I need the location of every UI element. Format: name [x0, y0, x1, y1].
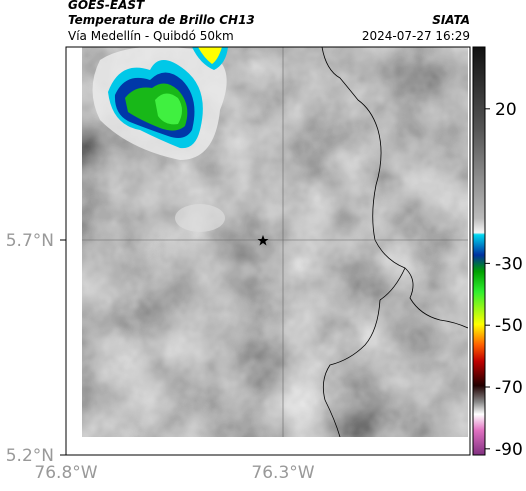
satellite: GOES-EAST [68, 0, 145, 12]
y-tick-label: 5.2°N [6, 446, 54, 466]
x-tick-label: 76.8°W [34, 463, 97, 483]
datetime: 2024-07-27 16:29 [362, 29, 470, 43]
colorbar-tick-label: 20 [495, 100, 517, 120]
map-frame [65, 46, 471, 456]
colorbar-tick-label: -90 [495, 440, 523, 460]
colorbar-tick-label: -30 [495, 254, 523, 274]
colorbar-tick-label: -70 [495, 378, 523, 398]
location: Vía Medellín - Quibdó 50km [68, 29, 234, 43]
x-tick-label: 76.3°W [251, 463, 314, 483]
source: SIATA [432, 13, 470, 27]
y-tick-label: 5.7°N [6, 231, 54, 251]
product: Temperatura de Brillo CH13 [68, 13, 255, 27]
colorbar-tick-label: -50 [495, 316, 523, 336]
satellite-image [82, 47, 468, 437]
colorbar [472, 46, 486, 456]
